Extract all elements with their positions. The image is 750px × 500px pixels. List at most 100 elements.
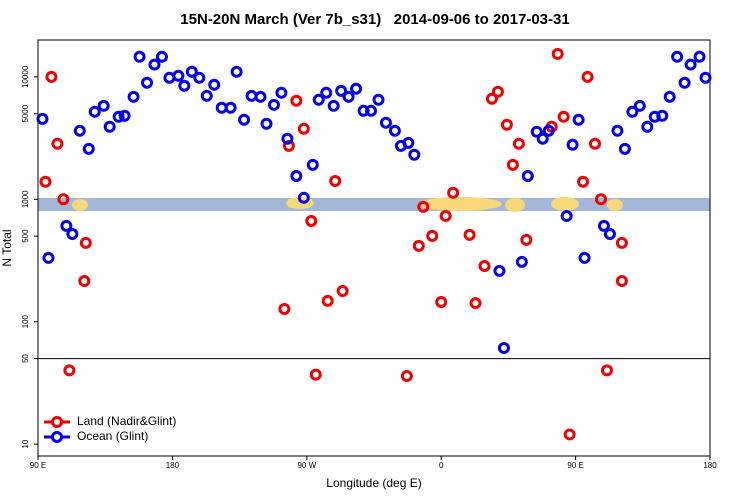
point xyxy=(208,78,221,91)
y-tick-label: 1000 xyxy=(21,190,30,208)
point xyxy=(82,142,95,155)
point xyxy=(282,139,295,152)
point xyxy=(439,209,452,222)
point xyxy=(60,219,73,232)
point xyxy=(478,260,491,273)
y-tick-label: 500 xyxy=(21,229,30,243)
point xyxy=(485,92,498,105)
point xyxy=(278,303,291,316)
point xyxy=(671,50,684,63)
point xyxy=(560,209,573,222)
point xyxy=(615,275,628,288)
y-tick-label: 50 xyxy=(21,354,30,363)
point xyxy=(281,132,294,145)
point xyxy=(408,148,421,161)
point xyxy=(42,251,55,264)
point xyxy=(435,295,448,308)
point xyxy=(275,86,288,99)
point xyxy=(103,120,116,133)
x-tick-label: 90 E xyxy=(567,461,583,470)
point xyxy=(512,137,525,150)
point xyxy=(597,219,610,232)
point xyxy=(336,285,349,298)
point xyxy=(551,47,564,60)
legend-marker xyxy=(51,416,63,428)
point xyxy=(238,113,251,126)
point xyxy=(112,110,125,123)
point xyxy=(329,175,342,188)
point xyxy=(267,98,280,111)
point xyxy=(600,364,613,377)
point xyxy=(656,109,669,122)
x-tick-label: 90 E xyxy=(30,461,46,470)
point xyxy=(578,251,591,264)
point xyxy=(290,169,303,182)
point xyxy=(388,124,401,137)
point xyxy=(178,79,191,92)
point xyxy=(172,69,185,82)
point xyxy=(290,94,303,107)
point xyxy=(626,105,639,118)
point xyxy=(566,138,579,151)
point xyxy=(618,142,631,155)
legend-marker xyxy=(51,431,63,443)
plot-frame xyxy=(37,39,711,457)
point xyxy=(633,99,646,112)
point xyxy=(589,137,602,150)
point xyxy=(224,101,237,114)
point xyxy=(379,116,392,129)
x-tick-label: 90 W xyxy=(297,461,316,470)
point xyxy=(400,370,413,383)
point xyxy=(36,112,49,125)
point xyxy=(521,169,534,182)
map-strip xyxy=(38,197,710,212)
point xyxy=(39,175,52,188)
point xyxy=(309,368,322,381)
legend-label: Ocean (Glint) xyxy=(77,429,148,443)
y-tick-label: 100 xyxy=(21,314,30,328)
point xyxy=(684,58,697,71)
point xyxy=(141,76,154,89)
point xyxy=(372,93,385,106)
point xyxy=(536,132,549,145)
point xyxy=(127,90,140,103)
point xyxy=(185,65,198,78)
point xyxy=(327,99,340,112)
point xyxy=(469,297,482,310)
point xyxy=(155,50,168,63)
point xyxy=(88,105,101,118)
point xyxy=(563,428,576,441)
x-tick-label: 180 xyxy=(166,461,180,470)
point xyxy=(557,110,570,123)
y-axis-label: N Total xyxy=(0,229,14,266)
point xyxy=(491,85,504,98)
point xyxy=(335,84,348,97)
point xyxy=(447,186,460,199)
point xyxy=(678,76,691,89)
point xyxy=(51,137,64,150)
point xyxy=(402,136,415,149)
point xyxy=(320,86,333,99)
point xyxy=(463,228,476,241)
point xyxy=(133,50,146,63)
point xyxy=(200,89,213,102)
point xyxy=(57,193,70,206)
point xyxy=(342,90,355,103)
point xyxy=(572,113,585,126)
point xyxy=(493,264,506,277)
point xyxy=(306,158,319,171)
point xyxy=(254,90,267,103)
point xyxy=(693,50,706,63)
point xyxy=(73,124,86,137)
x-axis-label: Longitude (deg E) xyxy=(326,476,421,490)
y-tick-label: 10000 xyxy=(21,65,30,88)
point xyxy=(520,233,533,246)
point xyxy=(321,294,334,307)
point xyxy=(581,70,594,83)
point xyxy=(260,117,273,130)
point xyxy=(118,109,131,122)
x-tick-label: 0 xyxy=(439,461,444,470)
point xyxy=(230,65,243,78)
point xyxy=(594,193,607,206)
point xyxy=(611,124,624,137)
